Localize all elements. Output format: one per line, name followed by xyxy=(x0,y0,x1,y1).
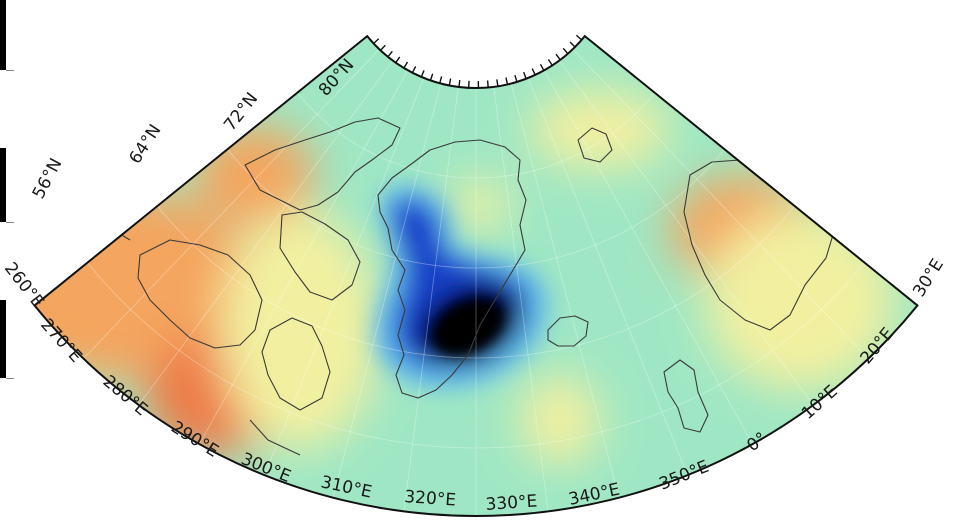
parallel-line xyxy=(157,205,795,359)
svalbard-coast xyxy=(577,127,613,163)
meridian-line xyxy=(543,70,753,445)
lon-label: 320°E xyxy=(404,487,457,511)
map-frame xyxy=(33,34,919,517)
lon-label: 260°E xyxy=(0,259,48,312)
canada-arctic-coast xyxy=(244,117,401,211)
pole-tick xyxy=(373,38,380,44)
pole-tick xyxy=(411,66,417,74)
pole-tick xyxy=(539,63,545,71)
pole-tick xyxy=(569,41,576,48)
pole-ticks xyxy=(373,34,583,88)
meridian-line xyxy=(403,86,459,512)
pole-tick xyxy=(448,78,452,86)
meridian-line xyxy=(572,48,869,359)
pole-tick xyxy=(458,79,461,88)
british-isles-coast xyxy=(663,359,709,433)
left-edge-bar xyxy=(0,0,6,70)
pole-tick xyxy=(562,47,569,55)
yellow-band-west xyxy=(220,210,380,450)
yellow-spot-greenland xyxy=(450,180,510,230)
pole-tick xyxy=(486,80,489,88)
parallel-line xyxy=(227,149,725,269)
cold-core xyxy=(432,298,504,356)
baffin-island-coast xyxy=(279,211,361,301)
pole-tick xyxy=(496,79,499,87)
meridian-line xyxy=(264,77,425,476)
pole-tick xyxy=(575,34,583,41)
pole-tick xyxy=(505,77,509,85)
yellow-band-east xyxy=(705,210,895,390)
pole-tick xyxy=(514,74,518,83)
yellow-band-arctic xyxy=(530,90,670,170)
lon-label: 30°E xyxy=(909,255,948,300)
meridian-line xyxy=(493,86,549,512)
pole-tick xyxy=(547,59,553,66)
lat-label: 56°N xyxy=(29,155,67,202)
meridian-line xyxy=(558,60,814,406)
parallel-line xyxy=(87,262,865,449)
labrador-coast xyxy=(261,317,331,411)
cold-core-group xyxy=(432,298,504,356)
meridian-line xyxy=(527,77,688,476)
left-edge-bar xyxy=(0,300,6,378)
parallel-line xyxy=(296,92,656,179)
pole-tick xyxy=(380,44,386,51)
pole-tick xyxy=(523,71,527,79)
lat-label: 64°N xyxy=(125,121,165,168)
pole-tick xyxy=(429,73,434,81)
yellow-spot-south xyxy=(520,375,600,465)
meridian-line xyxy=(332,83,442,498)
greenland-coast xyxy=(377,139,527,399)
pole-tick xyxy=(387,50,393,58)
iceland-coast xyxy=(547,315,589,347)
pole-tick xyxy=(395,56,401,64)
pole-tick xyxy=(531,68,536,76)
meridian-line xyxy=(199,70,409,445)
left-edge-rule xyxy=(6,222,14,223)
meridian-line xyxy=(510,83,620,498)
meridian-line xyxy=(138,60,394,406)
hudson-bay-coast xyxy=(137,239,263,349)
pole-tick xyxy=(403,61,409,69)
pole-tick xyxy=(420,70,425,78)
left-edge-rule xyxy=(6,378,14,379)
left-edge-rule xyxy=(6,70,14,71)
left-edge-bar xyxy=(0,148,6,222)
warm-blob-north xyxy=(195,125,315,225)
lon-label: 330°E xyxy=(485,491,538,515)
pole-tick xyxy=(555,53,561,61)
pole-tick xyxy=(439,76,443,84)
meridian-line xyxy=(83,48,380,359)
